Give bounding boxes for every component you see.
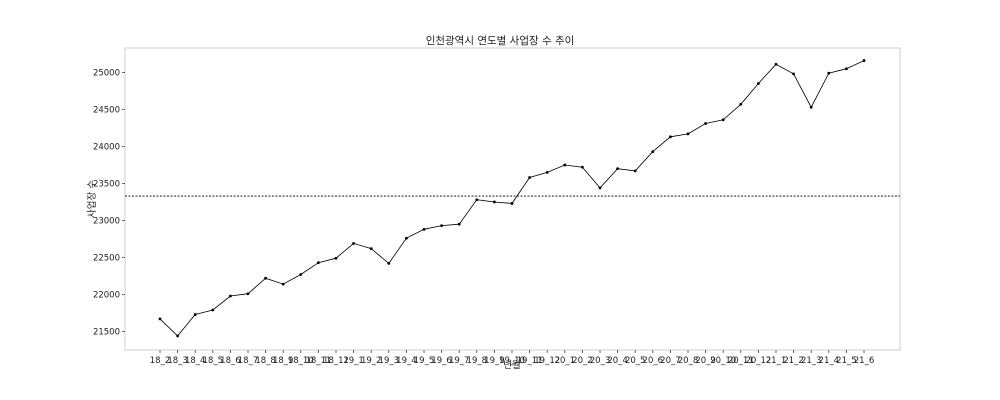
data-point	[334, 256, 338, 260]
x-tick-label: 18_6	[220, 356, 240, 366]
y-tick-label: 25000	[93, 68, 120, 78]
data-point	[229, 294, 232, 298]
data-point	[686, 132, 690, 136]
data-point	[827, 71, 831, 75]
data-point	[651, 150, 655, 154]
x-tick-label: 21_4	[819, 356, 839, 366]
x-tick-label: 19_7	[449, 356, 469, 366]
x-tick-label: 18_8	[255, 356, 275, 366]
x-tick-label: 20_11	[728, 356, 754, 366]
x-tick-label: 21_1	[766, 356, 786, 366]
x-tick-label: 21_5	[836, 356, 856, 366]
x-tick-label: 20_5	[625, 356, 645, 366]
x-tick-label: 20_10	[710, 356, 736, 366]
x-tick-label: 18_11	[305, 356, 331, 366]
y-tick-label: 22500	[93, 253, 120, 263]
data-point	[405, 236, 408, 240]
x-axis-ticks: 18_218_318_418_518_618_718_818_918_1018_…	[150, 350, 874, 366]
data-point	[845, 67, 848, 71]
x-tick-label: 19_3	[379, 356, 399, 366]
x-tick-label: 18_7	[238, 356, 258, 366]
x-tick-label: 19_10	[499, 356, 525, 366]
x-tick-label: 20_3	[590, 356, 610, 366]
data-point	[633, 169, 637, 173]
y-axis-ticks: 21500 22000 22500 23000 23500 24000 24500 25000	[93, 68, 125, 337]
x-tick-label: 19_4	[396, 356, 416, 366]
data-point	[352, 242, 355, 245]
x-tick-label: 19_6	[431, 356, 451, 366]
data-point	[545, 170, 549, 174]
x-tick-label: 20_7	[660, 356, 680, 366]
data-point	[704, 122, 707, 125]
data-points	[158, 59, 866, 338]
data-point	[669, 135, 672, 139]
x-tick-label: 18_4	[185, 356, 205, 366]
x-tick-label: 18_9	[273, 356, 293, 366]
data-point	[264, 276, 267, 280]
y-tick-label: 23500	[93, 179, 120, 189]
x-tick-label: 20_12	[745, 356, 771, 366]
chart-title: 인천광역시 연도별 사업장 수 추이	[426, 34, 575, 47]
data-point	[475, 198, 479, 202]
data-point	[792, 72, 795, 76]
x-tick-label: 18_12	[323, 356, 349, 366]
x-tick-label: 19_5	[414, 356, 434, 366]
data-point	[440, 224, 443, 228]
x-tick-label: 19_9	[484, 356, 504, 366]
data-point	[299, 273, 303, 276]
x-tick-label: 20_1	[555, 356, 575, 366]
data-point	[422, 227, 426, 231]
data-point	[739, 102, 743, 106]
data-point	[493, 200, 496, 204]
x-tick-label: 19_8	[467, 356, 487, 366]
x-tick-label: 21_6	[854, 356, 874, 366]
data-point	[598, 186, 602, 190]
x-tick-label: 19_11	[517, 356, 543, 366]
x-axis-label: 년월	[503, 359, 520, 371]
x-tick-label: 21_2	[783, 356, 803, 366]
series-line	[159, 60, 865, 337]
y-tick-label: 22000	[93, 290, 120, 300]
data-point	[757, 82, 760, 85]
data-point	[528, 176, 531, 179]
data-point	[774, 62, 778, 66]
data-point	[211, 308, 215, 312]
data-point	[721, 118, 725, 122]
data-point	[369, 247, 373, 250]
data-point	[246, 292, 250, 296]
plot-frame	[124, 47, 901, 351]
data-point	[563, 163, 567, 167]
x-tick-label: 20_2	[572, 356, 592, 366]
data-point	[809, 105, 813, 109]
data-point	[317, 261, 320, 265]
x-tick-label: 20_6	[643, 356, 663, 366]
x-tick-label: 19_2	[361, 356, 381, 366]
data-point	[158, 317, 162, 321]
x-tick-label: 21_3	[801, 356, 821, 366]
data-point	[510, 202, 514, 205]
data-point	[193, 313, 197, 316]
y-tick-label: 24500	[93, 105, 120, 115]
x-tick-label: 20_8	[678, 356, 698, 366]
x-tick-label: 18_2	[150, 356, 170, 366]
data-point	[176, 334, 180, 338]
data-point	[862, 59, 866, 62]
x-tick-label: 18_3	[167, 356, 187, 366]
data-point	[387, 261, 391, 265]
y-tick-label: 24000	[93, 142, 120, 152]
x-tick-label: 20_9	[695, 356, 715, 366]
x-tick-label: 20_4	[607, 356, 627, 366]
data-point	[281, 282, 285, 286]
x-tick-label: 19_12	[534, 356, 560, 366]
data-point	[616, 167, 619, 171]
data-point	[581, 165, 584, 169]
x-tick-label: 19_1	[343, 356, 363, 366]
y-tick-label: 21500	[93, 327, 120, 337]
x-tick-label: 18_10	[288, 356, 314, 366]
x-tick-label: 18_5	[203, 356, 223, 366]
y-axis-label: 사업장 수	[86, 180, 98, 218]
y-tick-label: 23000	[93, 216, 120, 226]
data-point	[457, 222, 461, 226]
